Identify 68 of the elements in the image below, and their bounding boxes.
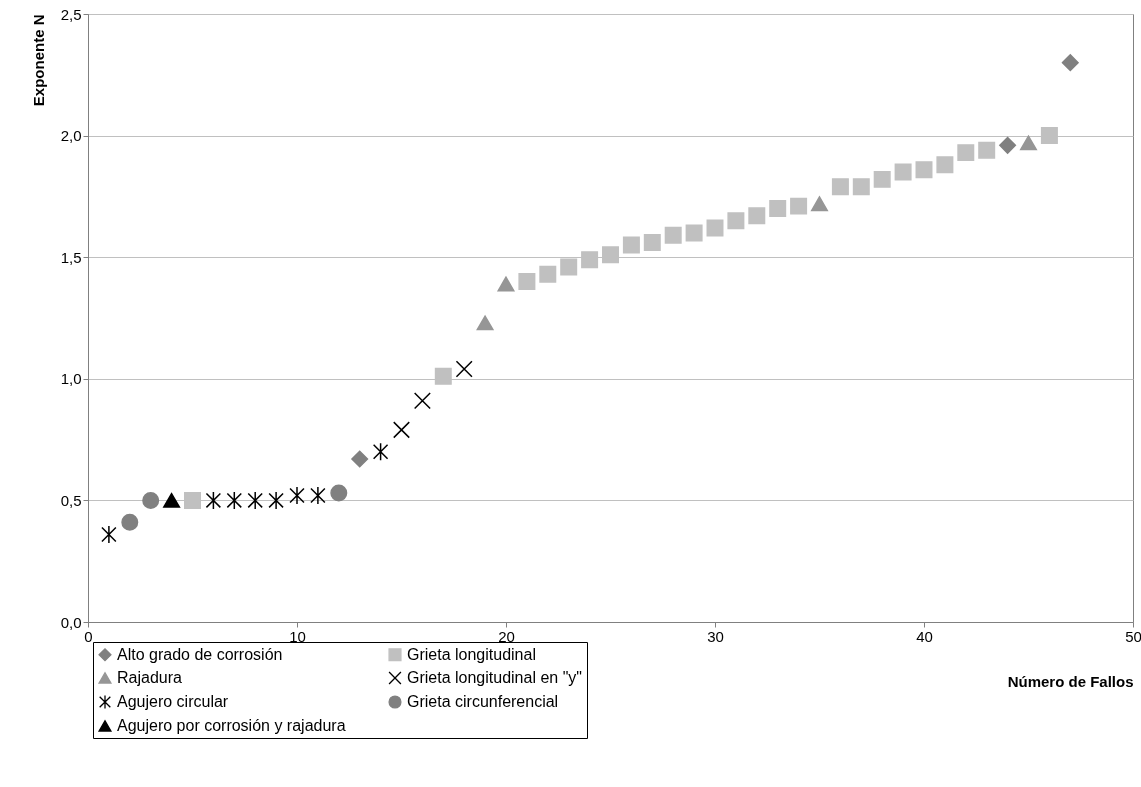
point xyxy=(1020,135,1037,151)
point xyxy=(163,492,181,508)
point xyxy=(476,315,494,331)
point xyxy=(226,491,243,510)
point xyxy=(142,491,160,509)
x-tick-label: 50 xyxy=(1125,627,1141,645)
point xyxy=(330,484,348,502)
x-tick-label: 20 xyxy=(498,627,515,645)
point xyxy=(518,273,536,291)
x-tick-label: 10 xyxy=(289,627,306,645)
x-axis-title: Número de Fallos xyxy=(1007,672,1134,690)
point xyxy=(310,486,326,505)
point xyxy=(1061,54,1079,72)
legend-label: Rajadura xyxy=(117,669,183,686)
point xyxy=(205,491,222,510)
legend-label: Agujero circular xyxy=(117,693,229,710)
point xyxy=(539,265,557,283)
point xyxy=(372,442,389,462)
point xyxy=(811,196,828,212)
point xyxy=(413,392,431,410)
legend-label: Agujero por corrosión y rajadura xyxy=(117,717,346,734)
legend-label: Grieta circunferencial xyxy=(407,693,559,710)
point xyxy=(831,178,849,196)
point xyxy=(999,136,1017,154)
y-tick-label: 1,5 xyxy=(60,248,82,266)
y-tick-label: 1,0 xyxy=(60,370,82,388)
y-tick-label: 0,5 xyxy=(60,491,82,509)
point xyxy=(873,170,891,188)
point xyxy=(894,163,912,181)
point xyxy=(748,207,766,225)
point xyxy=(455,360,473,378)
point xyxy=(936,156,954,174)
point xyxy=(602,246,619,264)
point xyxy=(664,226,682,244)
point xyxy=(622,236,640,254)
point xyxy=(393,421,410,439)
legend-label: Alto grado de corrosión xyxy=(117,645,283,663)
point xyxy=(790,197,808,215)
legend-label: Grieta longitudinal en "y" xyxy=(407,669,583,686)
x-tick-label: 40 xyxy=(916,627,933,645)
point xyxy=(560,258,578,276)
point xyxy=(497,276,515,292)
point xyxy=(978,141,996,159)
point xyxy=(685,224,703,242)
point xyxy=(121,513,139,531)
point xyxy=(915,161,933,179)
point xyxy=(101,525,117,544)
point xyxy=(184,491,201,509)
point xyxy=(643,234,661,252)
point xyxy=(769,200,787,218)
legend-label: Grieta longitudinal xyxy=(407,645,536,663)
y-tick-label: 0,0 xyxy=(60,613,82,631)
x-tick-label: 0 xyxy=(84,627,93,645)
point xyxy=(706,219,724,237)
point xyxy=(351,450,369,468)
point xyxy=(247,491,263,510)
point xyxy=(852,178,870,196)
point xyxy=(289,486,305,505)
y-tick-label: 2,0 xyxy=(60,127,82,145)
point xyxy=(1040,127,1058,145)
x-tick-label: 30 xyxy=(707,627,724,645)
point xyxy=(581,251,599,269)
point xyxy=(957,144,975,162)
point xyxy=(727,212,745,230)
y-tick-label: 2,5 xyxy=(60,5,82,23)
point xyxy=(434,367,452,385)
y-axis-title: Exponente N xyxy=(29,14,47,107)
point xyxy=(268,491,284,510)
